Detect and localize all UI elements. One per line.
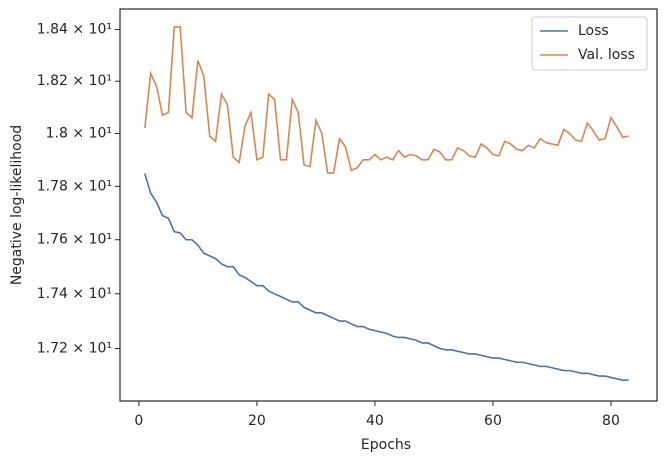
x-axis-label: Epochs [361, 437, 411, 453]
y-tick-label: 1.72 × 10¹ [37, 340, 112, 356]
y-tick-label: 1.82 × 10¹ [37, 73, 112, 89]
x-tick-label: 40 [366, 413, 384, 429]
x-tick-label: 0 [134, 413, 143, 429]
y-tick-label: 1.84 × 10¹ [37, 22, 112, 38]
series-line [143, 26, 629, 174]
x-tick-label: 20 [248, 413, 266, 429]
legend-label: Val. loss [578, 47, 635, 63]
x-tick-label: 80 [602, 413, 620, 429]
x-tick-label: 60 [484, 413, 502, 429]
y-tick-label: 1.74 × 10¹ [37, 286, 112, 302]
legend-label: Loss [578, 23, 609, 39]
y-tick-label: 1.76 × 10¹ [37, 232, 112, 248]
y-tick-label: 1.8 × 10¹ [46, 125, 112, 141]
y-axis-label: Negative log-likelihood [9, 125, 25, 285]
series-line [144, 173, 629, 381]
y-tick-label: 1.78 × 10¹ [37, 178, 112, 194]
plot-frame [119, 8, 658, 402]
